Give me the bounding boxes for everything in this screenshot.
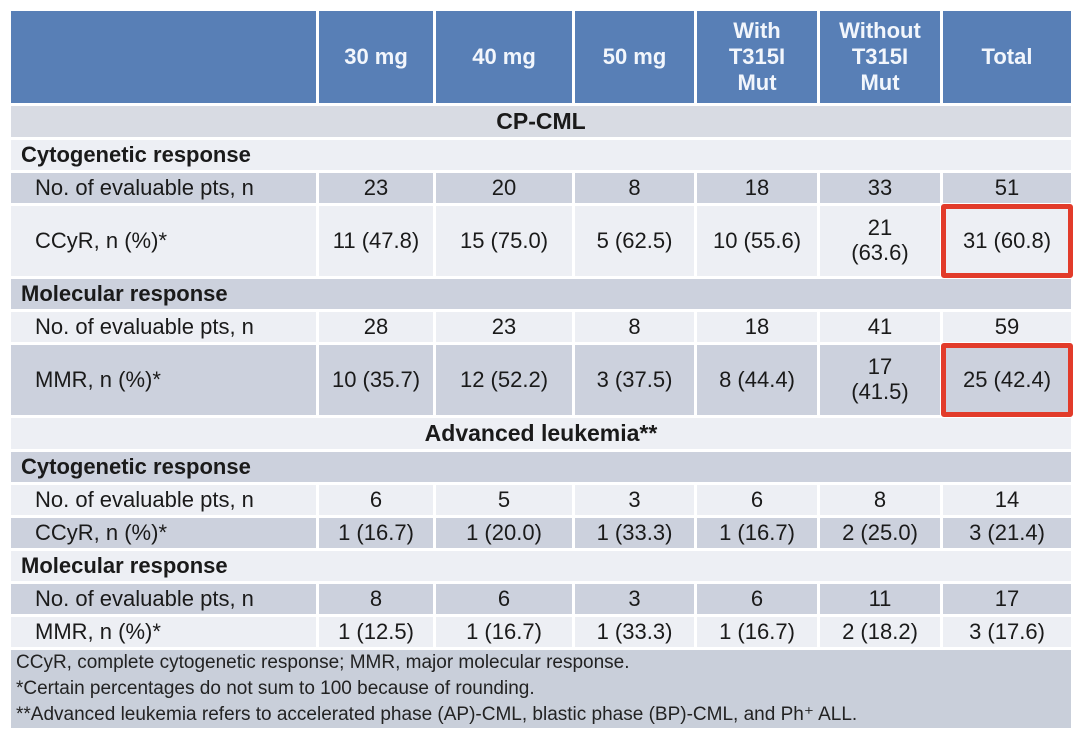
column-header-40mg: 40 mg <box>436 11 572 103</box>
row-label: No. of evaluable pts, n <box>11 584 316 614</box>
table-row: No. of evaluable pts, n 8 6 3 6 11 17 <box>11 584 1071 614</box>
table-row: CCyR, n (%)* 1 (16.7) 1 (20.0) 1 (33.3) … <box>11 518 1071 548</box>
data-cell: 1 (20.0) <box>436 518 572 548</box>
data-cell: 11 (47.8) <box>319 206 433 276</box>
data-cell: 18 <box>697 173 817 203</box>
data-cell: 8 <box>319 584 433 614</box>
data-cell: 8 <box>820 485 940 515</box>
results-table: 30 mg 40 mg 50 mg With T315I Mut Without… <box>8 8 1074 731</box>
data-cell: 1 (16.7) <box>436 617 572 647</box>
data-cell: 10 (55.6) <box>697 206 817 276</box>
data-cell: 8 <box>575 173 694 203</box>
column-header-with-t315i: With T315I Mut <box>697 11 817 103</box>
table-row: MMR, n (%)* 1 (12.5) 1 (16.7) 1 (33.3) 1… <box>11 617 1071 647</box>
data-cell: 6 <box>436 584 572 614</box>
table-row: No. of evaluable pts, n 23 20 8 18 33 51 <box>11 173 1071 203</box>
section-title: Advanced leukemia** <box>11 418 1071 449</box>
data-cell: 2 (25.0) <box>820 518 940 548</box>
group-label-row: Cytogenetic response <box>11 140 1071 170</box>
group-label-row: Molecular response <box>11 279 1071 309</box>
row-label: MMR, n (%)* <box>11 617 316 647</box>
column-header-50mg: 50 mg <box>575 11 694 103</box>
data-cell: 28 <box>319 312 433 342</box>
data-cell: 2 (18.2) <box>820 617 940 647</box>
row-label: No. of evaluable pts, n <box>11 485 316 515</box>
data-cell: 23 <box>436 312 572 342</box>
data-cell: 59 <box>943 312 1071 342</box>
data-cell: 6 <box>697 584 817 614</box>
table-header-row: 30 mg 40 mg 50 mg With T315I Mut Without… <box>11 11 1071 103</box>
column-header-without-t315i: Without T315I Mut <box>820 11 940 103</box>
row-label: MMR, n (%)* <box>11 345 316 415</box>
footnote-row: CCyR, complete cytogenetic response; MMR… <box>11 650 1071 728</box>
footnote-abbreviations: CCyR, complete cytogenetic response; MMR… <box>16 652 630 673</box>
data-cell: 6 <box>697 485 817 515</box>
group-label: Molecular response <box>11 551 1071 581</box>
data-cell: 18 <box>697 312 817 342</box>
row-label: CCyR, n (%)* <box>11 206 316 276</box>
data-cell: 20 <box>436 173 572 203</box>
data-cell: 1 (33.3) <box>575 617 694 647</box>
data-cell: 17 (41.5) <box>820 345 940 415</box>
data-cell: 21 (63.6) <box>820 206 940 276</box>
group-label: Cytogenetic response <box>11 140 1071 170</box>
data-cell: 23 <box>319 173 433 203</box>
row-label: CCyR, n (%)* <box>11 518 316 548</box>
data-cell: 8 (44.4) <box>697 345 817 415</box>
highlighted-total-mmr-cell: 25 (42.4) <box>941 343 1073 417</box>
data-cell: 5 <box>436 485 572 515</box>
table-row: No. of evaluable pts, n 6 5 3 6 8 14 <box>11 485 1071 515</box>
data-cell: 1 (16.7) <box>697 518 817 548</box>
data-cell: 14 <box>943 485 1071 515</box>
data-cell: 51 <box>943 173 1071 203</box>
row-label: No. of evaluable pts, n <box>11 173 316 203</box>
data-cell: 12 (52.2) <box>436 345 572 415</box>
data-cell: 1 (12.5) <box>319 617 433 647</box>
footnote-rounding: *Certain percentages do not sum to 100 b… <box>16 678 535 699</box>
group-label-row: Cytogenetic response <box>11 452 1071 482</box>
data-cell: 3 (17.6) <box>943 617 1071 647</box>
group-label: Molecular response <box>11 279 1071 309</box>
data-cell: 3 (37.5) <box>575 345 694 415</box>
table-row: CCyR, n (%)* 11 (47.8) 15 (75.0) 5 (62.5… <box>11 204 1073 278</box>
footnote-advanced-leukemia: **Advanced leukemia refers to accelerate… <box>16 704 858 725</box>
data-cell: 15 (75.0) <box>436 206 572 276</box>
data-cell: 1 (16.7) <box>319 518 433 548</box>
row-label: No. of evaluable pts, n <box>11 312 316 342</box>
table-row: No. of evaluable pts, n 28 23 8 18 41 59 <box>11 312 1071 342</box>
data-cell: 41 <box>820 312 940 342</box>
highlighted-total-ccyr-cell: 31 (60.8) <box>941 204 1073 278</box>
table-row: MMR, n (%)* 10 (35.7) 12 (52.2) 3 (37.5)… <box>11 343 1073 417</box>
data-cell: 3 (21.4) <box>943 518 1071 548</box>
footnote-band: CCyR, complete cytogenetic response; MMR… <box>11 650 1071 728</box>
data-cell: 1 (33.3) <box>575 518 694 548</box>
data-cell: 5 (62.5) <box>575 206 694 276</box>
data-cell: 33 <box>820 173 940 203</box>
section-band-advanced-leukemia: Advanced leukemia** <box>11 418 1071 449</box>
data-cell: 6 <box>319 485 433 515</box>
section-band-cp-cml: CP-CML <box>11 106 1071 137</box>
data-cell: 1 (16.7) <box>697 617 817 647</box>
data-cell: 3 <box>575 485 694 515</box>
data-cell: 8 <box>575 312 694 342</box>
data-cell: 11 <box>820 584 940 614</box>
data-cell: 10 (35.7) <box>319 345 433 415</box>
group-label-row: Molecular response <box>11 551 1071 581</box>
data-cell: 3 <box>575 584 694 614</box>
section-title: CP-CML <box>11 106 1071 137</box>
group-label: Cytogenetic response <box>11 452 1071 482</box>
header-empty-cell <box>11 11 316 103</box>
column-header-30mg: 30 mg <box>319 11 433 103</box>
column-header-total: Total <box>943 11 1071 103</box>
data-cell: 17 <box>943 584 1071 614</box>
